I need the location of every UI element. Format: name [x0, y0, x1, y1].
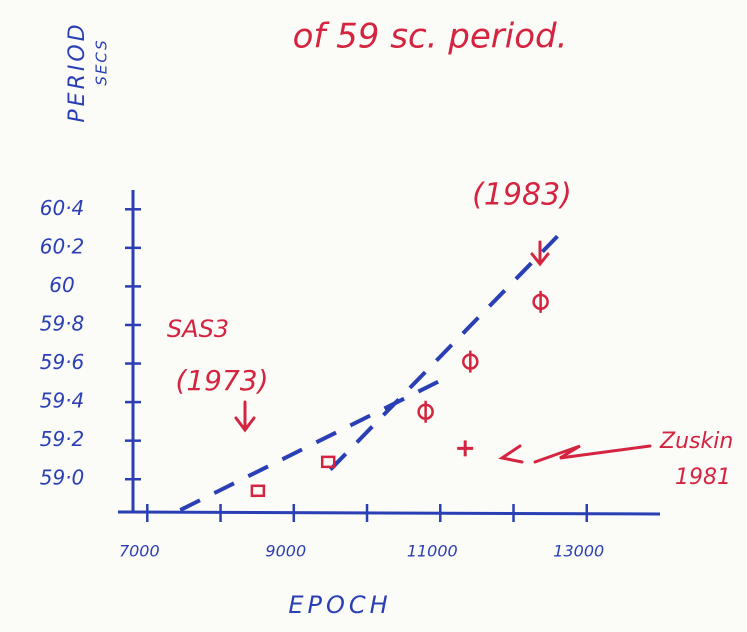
point — [457, 440, 473, 456]
x-tick-label: 7000 — [119, 542, 160, 561]
arrow — [502, 446, 650, 462]
y-axis-label: PERIOD — [65, 21, 90, 122]
y-tick-label: 59·2 — [40, 427, 85, 451]
chart: of 59 sc. period. PERIOD SECS EPOCH SAS3… — [0, 0, 747, 632]
annotation: SAS3 — [167, 315, 229, 343]
annotation: (1973) — [175, 364, 268, 397]
x-tick-label: 11000 — [407, 542, 458, 561]
fit-line — [330, 236, 557, 469]
point — [534, 291, 548, 313]
x-axis — [118, 512, 660, 514]
y-tick-label: 59·6 — [40, 350, 85, 374]
y-tick-label: 60 — [49, 273, 74, 297]
arrow — [236, 402, 254, 430]
y-axis-label: SECS — [93, 38, 111, 85]
annotation: 1981 — [675, 465, 731, 490]
chart-title: of 59 sc. period. — [293, 17, 568, 57]
point — [463, 351, 477, 373]
y-tick-label: 59·8 — [40, 311, 85, 335]
y-tick-label: 60·4 — [40, 196, 85, 220]
y-tick-label: 59·4 — [40, 389, 85, 413]
annotation: (1983) — [472, 178, 572, 213]
page: {"chart_data": {"type": "scatter", "titl… — [0, 0, 747, 632]
point — [252, 486, 264, 496]
point — [419, 401, 433, 423]
x-tick-label: 13000 — [553, 542, 604, 561]
arrow — [532, 242, 548, 264]
x-tick-label: 9000 — [265, 542, 306, 561]
x-axis-label: EPOCH — [288, 591, 391, 619]
y-tick-label: 59·0 — [40, 466, 85, 490]
y-tick-label: 60·2 — [40, 234, 85, 258]
annotation: Zuskin — [659, 429, 733, 454]
